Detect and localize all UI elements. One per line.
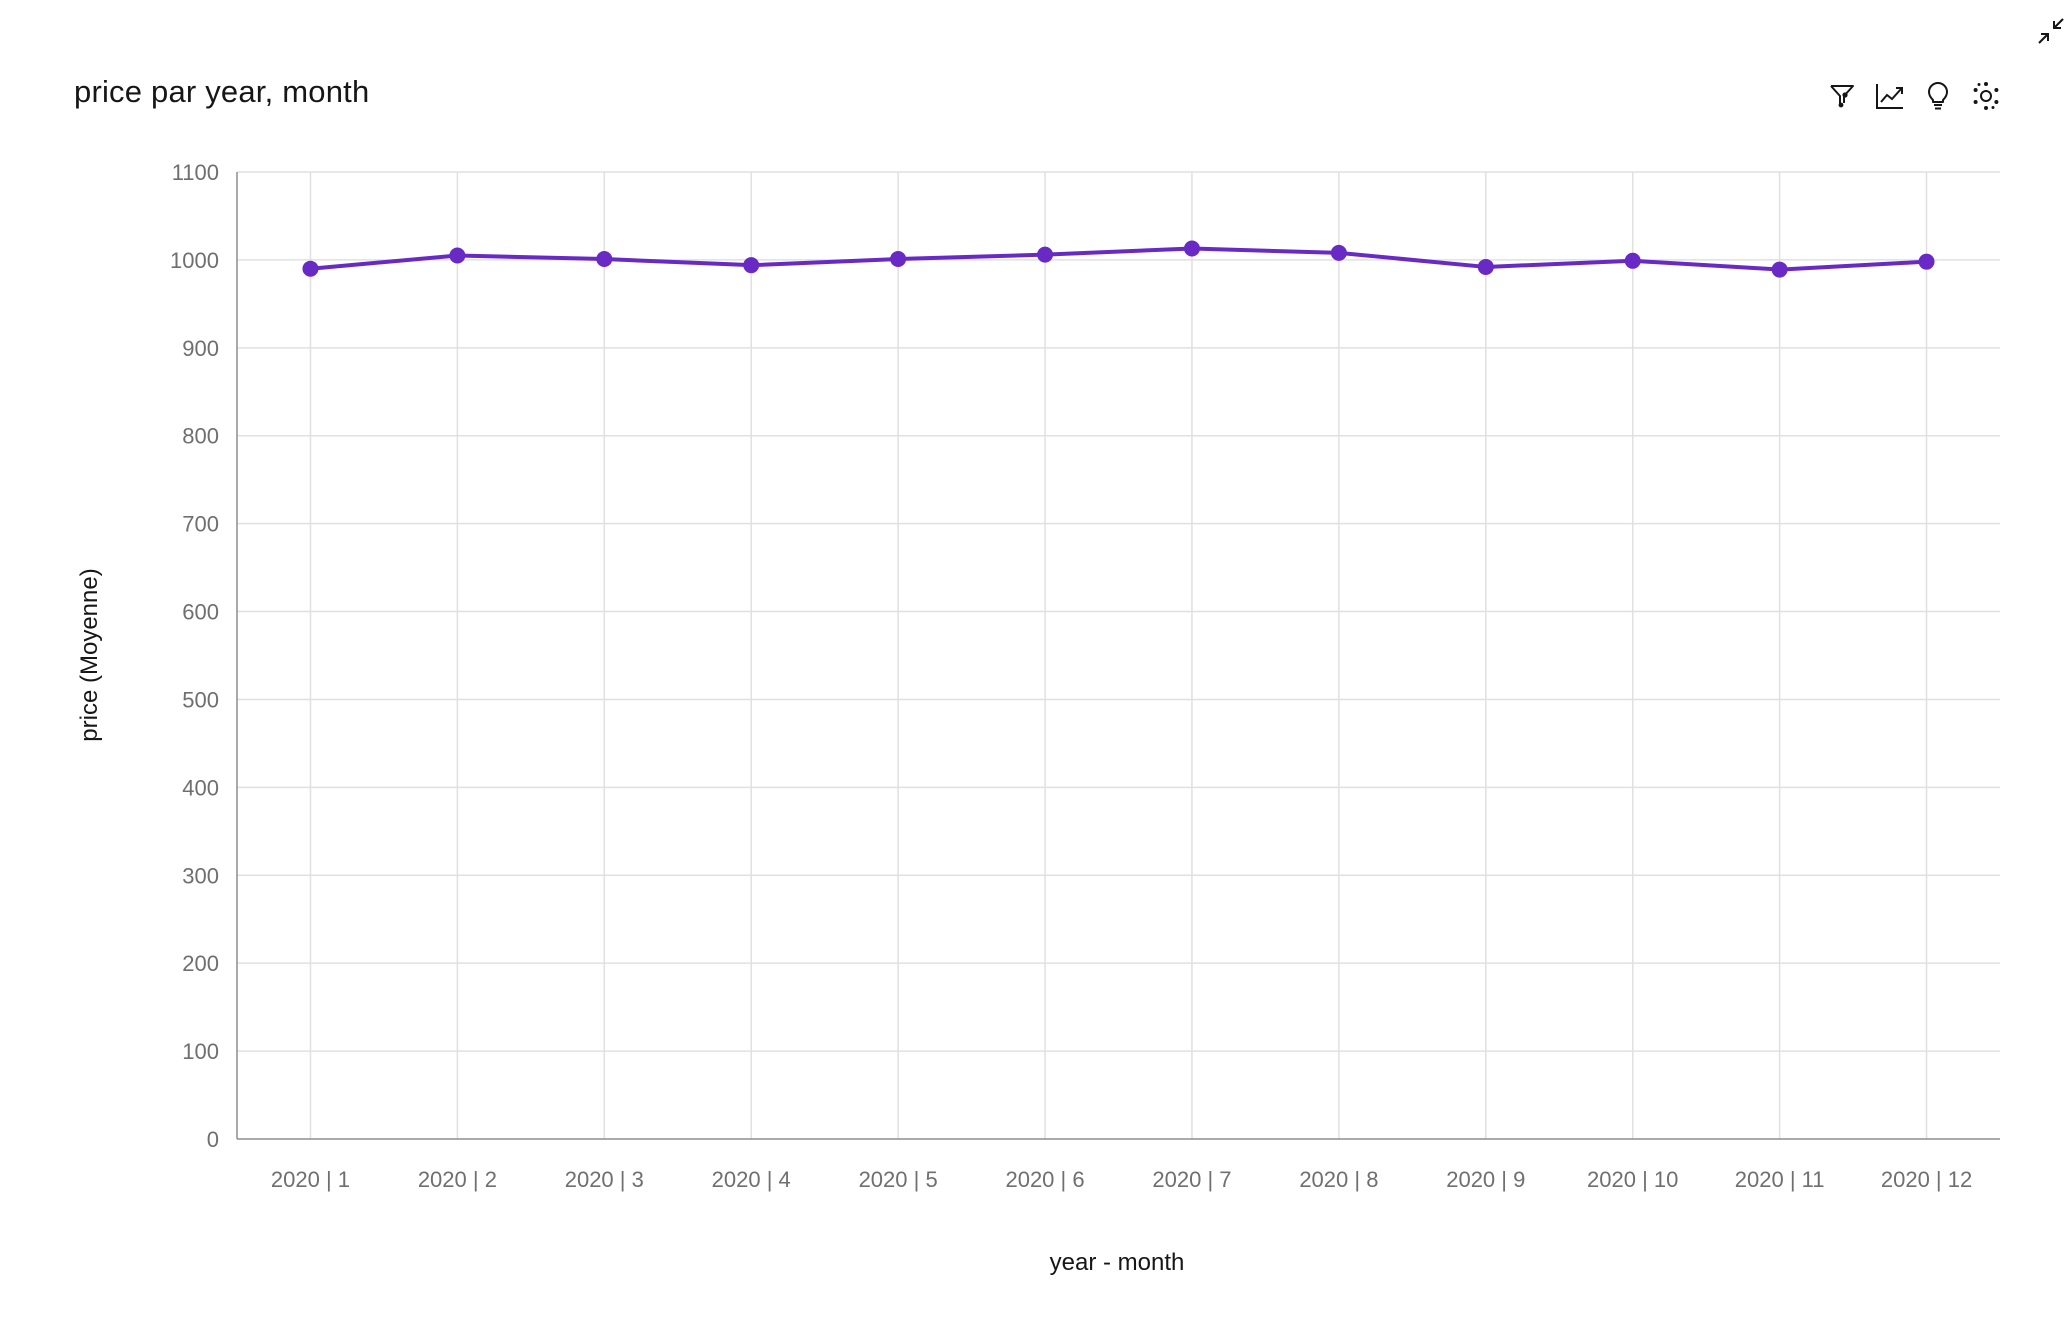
y-axis-title: price (Moyenne) xyxy=(76,568,103,741)
y-tick-label: 100 xyxy=(182,1039,219,1064)
chart-title: price par year, month xyxy=(74,74,370,109)
explore-icon xyxy=(1973,82,1999,110)
x-tick-label: 2020 | 6 xyxy=(1005,1167,1084,1192)
filter-icon xyxy=(1830,85,1854,108)
minimize-button[interactable] xyxy=(2034,14,2068,48)
y-tick-label: 700 xyxy=(182,512,219,537)
x-tick-label: 2020 | 10 xyxy=(1587,1167,1678,1192)
y-tick-label: 1000 xyxy=(170,248,219,273)
series-line xyxy=(310,246,1927,272)
minimize-icon xyxy=(2038,18,2064,44)
x-tick-label: 2020 | 9 xyxy=(1446,1167,1525,1192)
data-point[interactable] xyxy=(1624,252,1641,269)
data-point[interactable] xyxy=(1183,240,1200,257)
axes xyxy=(236,172,2000,1140)
x-tick-label: 2020 | 2 xyxy=(418,1167,497,1192)
data-point[interactable] xyxy=(890,251,907,268)
series xyxy=(302,240,1935,278)
y-tick-label: 900 xyxy=(182,336,219,361)
chart-toolbar xyxy=(1826,76,2002,116)
y-tick-label: 500 xyxy=(182,687,219,712)
y-tick-label: 800 xyxy=(182,424,219,449)
lightbulb-icon xyxy=(1928,82,1948,110)
tick-labels: 0 100 200 300 400 500 600 700 800 900 1000 1100 2020… xyxy=(170,160,1972,1192)
y-tick-label: 300 xyxy=(182,863,219,888)
data-point[interactable] xyxy=(449,247,466,264)
data-point[interactable] xyxy=(1477,258,1494,275)
data-point[interactable] xyxy=(1771,261,1788,278)
x-tick-label: 2020 | 5 xyxy=(859,1167,938,1192)
data-point[interactable] xyxy=(1330,244,1347,261)
x-tick-label: 2020 | 11 xyxy=(1735,1167,1825,1192)
data-point[interactable] xyxy=(743,257,760,274)
grid xyxy=(237,171,2000,1139)
y-tick-label: 600 xyxy=(182,600,219,625)
x-tick-label: 2020 | 7 xyxy=(1152,1167,1231,1192)
y-tick-label: 1100 xyxy=(172,160,219,185)
trend-line-icon xyxy=(1876,84,1903,109)
explore-button[interactable] xyxy=(1970,80,2002,112)
data-point[interactable] xyxy=(302,260,319,277)
data-point[interactable] xyxy=(596,251,613,268)
x-tick-label: 2020 | 1 xyxy=(271,1167,350,1192)
data-point[interactable] xyxy=(1918,253,1935,270)
x-tick-label: 2020 | 3 xyxy=(565,1167,644,1192)
y-tick-label: 200 xyxy=(182,951,219,976)
x-axis-title: year - month xyxy=(1050,1249,1185,1276)
trend-button[interactable] xyxy=(1874,80,1906,112)
data-point[interactable] xyxy=(1037,246,1054,263)
insights-button[interactable] xyxy=(1922,80,1954,112)
x-tick-label: 2020 | 4 xyxy=(712,1167,791,1192)
y-tick-label: 400 xyxy=(182,775,219,800)
y-tick-label: 0 xyxy=(207,1127,219,1152)
filter-button[interactable] xyxy=(1826,80,1858,112)
x-tick-label: 2020 | 12 xyxy=(1881,1167,1972,1192)
x-tick-label: 2020 | 8 xyxy=(1299,1167,1378,1192)
